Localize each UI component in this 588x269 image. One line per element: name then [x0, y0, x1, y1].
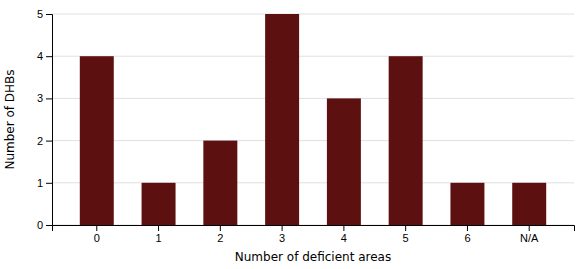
y-tick-label: 0	[37, 219, 43, 231]
grid-line	[52, 56, 574, 57]
y-axis: 0 1 2 3 4 5	[37, 8, 53, 231]
chart: 0 1 2 3 4 5 6 N/A 0 1 2 3 4 5 Number of deficient area…	[0, 0, 588, 269]
axis-line	[53, 226, 575, 232]
y-tick-mark	[46, 98, 52, 99]
x-tick-mark	[282, 225, 283, 231]
y-tick: 1	[37, 177, 52, 189]
x-axis: 0 1 2 3 4 5 6 N/A	[53, 225, 575, 244]
x-tick: 0	[94, 225, 100, 244]
y-tick-label: 1	[37, 177, 43, 189]
x-tick-label: 4	[341, 232, 347, 244]
plot: 0 1 2 3 4 5 6 N/A 0 1 2 3 4 5	[37, 8, 575, 244]
y-tick: 0	[37, 219, 52, 231]
x-tick: N/A	[520, 225, 539, 244]
y-tick-label: 4	[37, 50, 43, 62]
bar	[265, 14, 299, 225]
y-tick-label: 2	[37, 135, 43, 147]
x-tick-label: 6	[464, 232, 470, 244]
y-tick-mark	[46, 141, 52, 142]
bar	[389, 56, 423, 225]
x-tick-label: 1	[155, 232, 161, 244]
x-tick-mark	[220, 225, 221, 231]
x-tick-label: 5	[403, 232, 409, 244]
x-tick-mark	[96, 225, 97, 231]
bar	[203, 141, 237, 225]
x-tick-mark	[467, 225, 468, 231]
x-tick-label: N/A	[520, 232, 539, 244]
bar	[327, 98, 361, 225]
x-tick-label: 3	[279, 232, 285, 244]
x-tick: 3	[279, 225, 285, 244]
x-tick: 1	[155, 225, 161, 244]
bar	[80, 56, 114, 225]
x-tick: 2	[217, 225, 223, 244]
x-tick-mark	[158, 225, 159, 231]
x-tick-label: 0	[94, 232, 100, 244]
grid-line	[52, 14, 574, 15]
y-tick-mark	[46, 225, 52, 226]
y-tick-mark	[46, 183, 52, 184]
grid-line	[52, 98, 574, 99]
grid-line	[52, 182, 574, 183]
y-tick-mark	[46, 56, 52, 57]
x-tick: 4	[341, 225, 347, 244]
x-tick-mark	[405, 225, 406, 231]
y-tick: 4	[37, 50, 52, 62]
axis-line	[46, 15, 53, 226]
x-tick: 5	[403, 225, 409, 244]
x-tick-mark	[529, 225, 530, 231]
grid-line	[52, 140, 574, 141]
y-tick-label: 5	[37, 8, 43, 20]
y-axis-title: Number of DHBs	[3, 69, 17, 169]
bar	[450, 183, 484, 225]
x-tick: 6	[464, 225, 470, 244]
x-axis-title: Number of deficient areas	[235, 250, 391, 264]
y-tick: 5	[37, 8, 52, 20]
grid	[52, 14, 574, 225]
bars	[80, 14, 546, 225]
x-tick-label: 2	[217, 232, 223, 244]
bar	[512, 183, 546, 225]
y-tick-label: 3	[37, 92, 43, 104]
y-tick: 2	[37, 135, 52, 147]
y-tick-mark	[46, 14, 52, 15]
x-tick-mark	[343, 225, 344, 231]
bar	[142, 183, 176, 225]
y-tick: 3	[37, 92, 52, 104]
